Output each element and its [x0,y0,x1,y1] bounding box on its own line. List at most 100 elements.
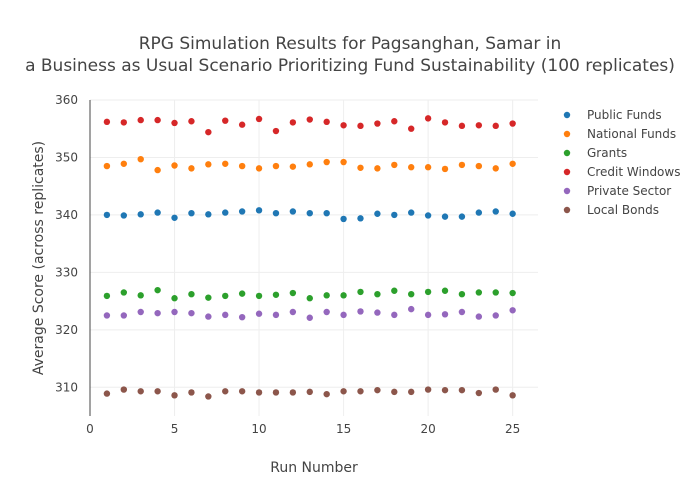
data-point [306,116,313,123]
data-point [408,388,415,396]
data-point [492,165,499,172]
data-point [374,210,381,217]
data-point [424,311,432,319]
y-axis-title: Average Score (across replicates) [31,141,47,375]
series-points [103,386,516,400]
data-point [289,389,297,396]
data-point [222,311,229,319]
data-point [238,208,246,215]
data-point [323,292,330,299]
data-point [391,388,398,396]
data-point [289,289,297,297]
data-point [120,289,128,296]
data-point [408,209,415,216]
series-points [103,155,516,174]
data-point [374,290,381,298]
data-point [458,308,466,316]
data-point [475,389,483,397]
legend-marker [563,149,571,157]
data-point [120,386,128,393]
data-point [171,392,178,399]
chart-title-line-1: RPG Simulation Results for Pagsanghan, S… [138,34,562,54]
data-point [255,310,263,317]
data-point [391,287,398,294]
data-point [424,164,432,171]
data-point [120,160,128,167]
data-point [475,289,483,296]
data-point [357,215,364,222]
data-point [492,289,499,296]
data-point [441,311,449,318]
data-point [340,215,347,223]
data-point [357,164,364,171]
data-point [357,122,364,130]
data-point [475,162,483,170]
data-point [374,309,381,316]
data-point [340,122,347,129]
data-point [306,314,313,321]
data-point [509,120,516,127]
data-point [188,209,195,217]
data-point [509,392,516,399]
data-point [340,388,347,395]
data-point [171,308,178,316]
data-point [424,386,432,393]
data-point [441,119,449,126]
data-point [238,121,246,128]
data-point [374,165,381,172]
data-point [188,309,195,317]
data-point [340,311,347,319]
data-point [306,388,313,396]
data-point [424,115,432,122]
data-point [492,386,499,393]
data-point [306,161,313,168]
data-point [458,213,466,220]
data-point [492,122,499,130]
data-point [391,118,398,125]
data-point [255,292,263,300]
data-point [137,155,144,163]
data-point [171,295,178,302]
data-point [391,211,398,219]
data-point [475,122,483,129]
data-point [154,309,161,317]
data-point [509,307,516,314]
data-point [255,389,263,396]
data-points [103,115,516,400]
data-point [408,305,415,313]
data-point [492,312,499,319]
legend-marker [563,206,571,214]
data-point [272,291,280,298]
legend-label: Credit Windows [587,165,680,179]
data-point [103,211,111,219]
data-point [272,162,280,170]
data-point [222,117,229,124]
data-point [137,211,144,218]
data-point [154,286,161,294]
x-tick-label: 15 [336,422,351,436]
x-tick-label: 25 [505,422,520,436]
data-point [323,308,330,316]
legend-marker [563,111,571,119]
chart-title-line-2: a Business as Usual Scenario Prioritizin… [25,56,675,76]
data-point [120,212,128,219]
data-point [458,122,466,130]
data-point [509,289,516,297]
data-point [154,166,161,174]
data-point [289,163,297,170]
data-point [137,116,144,124]
legend: Public Funds National Funds Grants Credit W… [563,108,680,217]
x-axis-title: Run Number [270,460,358,476]
legend-label: Private Sector [587,184,671,198]
data-point [289,208,297,215]
data-point [509,160,516,167]
data-point [272,127,280,135]
y-tick-label: 310 [55,380,78,394]
data-point [222,160,229,167]
legend-marker [563,130,571,138]
data-point [238,162,246,170]
data-point [391,311,398,319]
data-point [103,118,111,126]
data-point [171,214,178,221]
